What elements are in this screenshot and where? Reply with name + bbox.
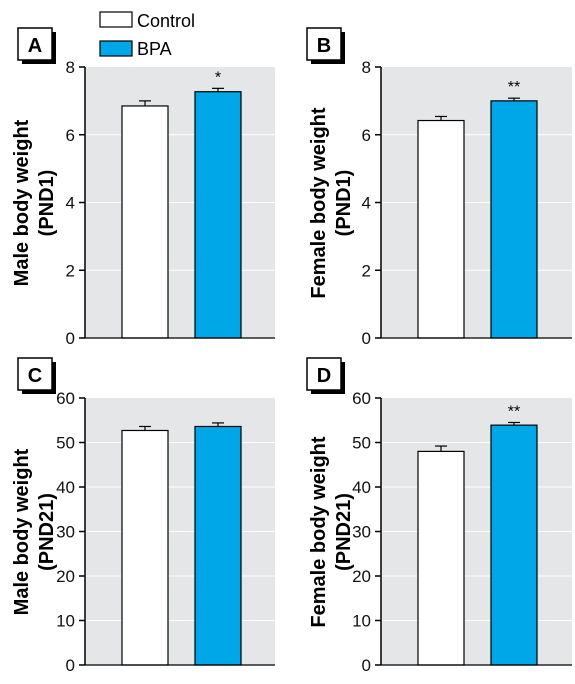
- y-axis-label-line: (PND21): [36, 493, 58, 571]
- y-axis-label-line: (PND21): [333, 493, 355, 571]
- y-tick-label: 0: [362, 329, 371, 348]
- y-tick-label: 8: [362, 58, 371, 77]
- panel-letter: A: [28, 35, 42, 57]
- bar-bpa: [194, 425, 242, 666]
- y-tick-label: 30: [56, 523, 75, 542]
- y-axis-label: Male body weight (PND21): [11, 448, 58, 615]
- panel-letter: C: [28, 365, 42, 387]
- y-axis-label: Female body weight (PND21): [308, 436, 355, 627]
- panel-letter: B: [317, 35, 331, 57]
- legend-label-control: Control: [137, 11, 195, 31]
- panel-d: 0 10 20 30 40 50 60 ** Female body weight (PND21)…: [306, 357, 572, 675]
- panel-letter-box: [306, 27, 342, 61]
- y-tick-label: 0: [362, 656, 371, 675]
- y-tick-label: 30: [352, 523, 371, 542]
- bar-control: [417, 450, 465, 666]
- bar-bpa: [490, 100, 538, 339]
- y-tick-label: 60: [352, 389, 371, 408]
- y-tick-label: 4: [362, 194, 371, 213]
- panel-a: 0 2 4 6 8 * Male body weight (PND1) A: [11, 27, 275, 348]
- y-tick-label: 40: [352, 478, 371, 497]
- y-tick-label: 6: [66, 126, 75, 145]
- y-tick-label: 20: [352, 567, 371, 586]
- bar-control: [121, 105, 169, 339]
- y-tick-label: 10: [352, 612, 371, 631]
- panel-c: 0 10 20 30 40 50 60 Male body weight (PND21) C: [11, 357, 275, 675]
- legend-swatch-control: [99, 11, 133, 28]
- legend: Control BPA: [99, 11, 195, 59]
- panel-letter-box: [306, 357, 342, 391]
- y-axis-label-line: Female body weight: [308, 436, 330, 627]
- y-tick-label: 4: [66, 194, 75, 213]
- bar-control: [417, 119, 465, 339]
- y-tick-label: 20: [56, 567, 75, 586]
- legend-label-bpa: BPA: [137, 39, 172, 59]
- y-tick-label: 50: [352, 434, 371, 453]
- legend-swatch-bpa: [99, 40, 133, 57]
- y-axis-label-line: Male body weight: [11, 448, 33, 615]
- y-tick-label: 2: [66, 261, 75, 280]
- significance-marker: *: [215, 69, 221, 86]
- y-tick-label: 60: [56, 389, 75, 408]
- y-tick-label: 6: [362, 126, 371, 145]
- y-axis-label-line: (PND1): [333, 170, 355, 237]
- y-tick-label: 40: [56, 478, 75, 497]
- y-tick-label: 2: [362, 261, 371, 280]
- y-axis-label-line: Male body weight: [11, 119, 33, 286]
- panel-letter: D: [317, 365, 331, 387]
- y-axis-label: Male body weight (PND1): [11, 119, 58, 286]
- bar-bpa: [194, 91, 242, 339]
- bar-control: [121, 429, 169, 666]
- y-axis-label: Female body weight (PND1): [308, 107, 355, 298]
- significance-marker: **: [508, 79, 520, 96]
- panel-b: 0 2 4 6 8 ** Female body weight (PND1) B: [306, 27, 572, 348]
- panel-letter-box: [17, 27, 53, 61]
- significance-marker: **: [508, 403, 520, 420]
- y-tick-label: 0: [66, 329, 75, 348]
- y-tick-label: 10: [56, 612, 75, 631]
- y-axis-label-line: (PND1): [36, 170, 58, 237]
- y-axis-label-line: Female body weight: [308, 107, 330, 298]
- y-tick-label: 8: [66, 58, 75, 77]
- panel-letter-box: [17, 357, 53, 391]
- y-tick-label: 0: [66, 656, 75, 675]
- y-tick-label: 50: [56, 434, 75, 453]
- bar-bpa: [490, 424, 538, 666]
